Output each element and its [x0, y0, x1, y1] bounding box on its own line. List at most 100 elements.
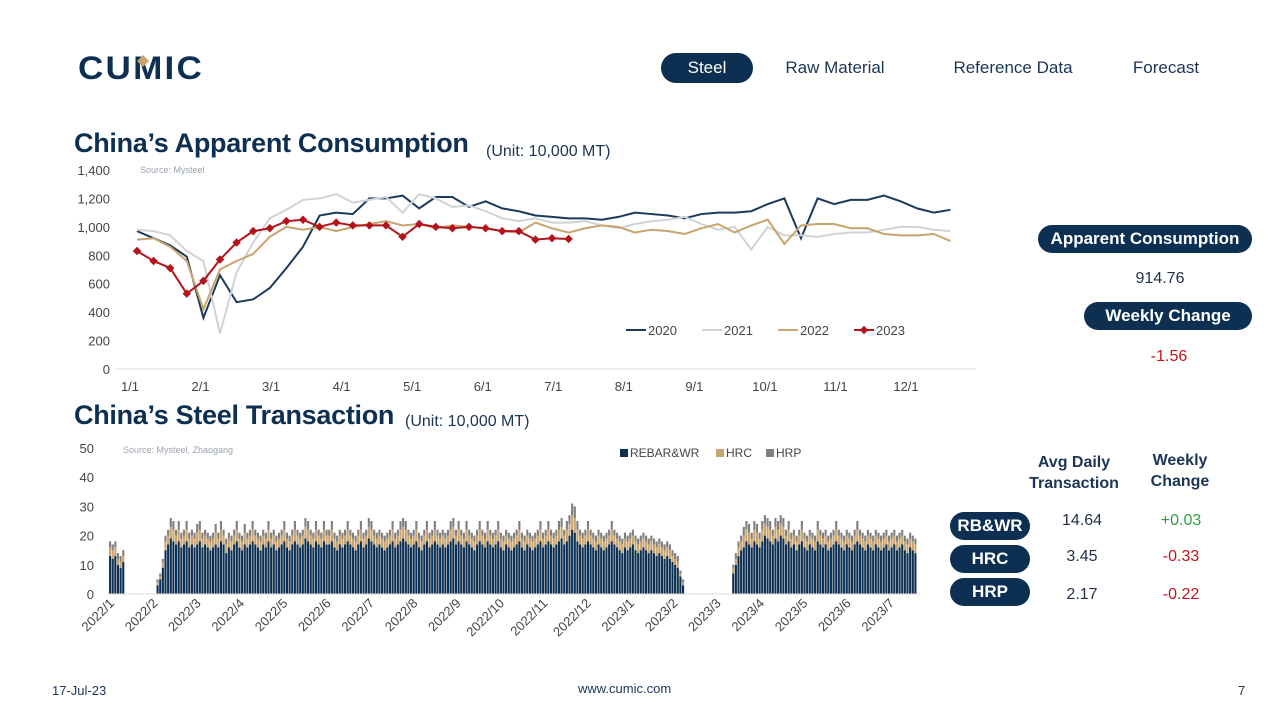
data-point	[315, 222, 324, 232]
x-tick-label: 10/1	[752, 379, 777, 394]
bar-segment	[344, 529, 347, 536]
row-label-hrc: HRC	[950, 545, 1030, 573]
bar-segment	[449, 521, 452, 530]
hrp-avg-value: 2.17	[1066, 586, 1098, 603]
bar-segment	[742, 526, 745, 536]
bar-segment	[177, 529, 180, 542]
bar-segment	[787, 541, 790, 594]
bar-segment	[309, 529, 312, 536]
bar-segment	[109, 547, 112, 557]
bar-segment	[758, 538, 761, 548]
bar-segment	[515, 529, 518, 536]
bar-segment	[444, 538, 447, 548]
bar-segment	[542, 547, 545, 594]
bar-segment	[262, 544, 265, 594]
bar-segment	[196, 544, 199, 594]
bar-segment	[753, 541, 756, 594]
bar-segment	[866, 529, 869, 536]
bar-segment	[893, 535, 896, 545]
bar-segment	[167, 544, 170, 594]
bar-segment	[631, 544, 634, 594]
bar-segment	[737, 547, 740, 557]
footer-url[interactable]: www.cumic.com	[578, 681, 672, 696]
bar-segment	[164, 541, 167, 551]
bar-segment	[637, 538, 640, 545]
bar-segment	[351, 532, 355, 539]
bar-segment	[605, 538, 608, 548]
bar-segment	[159, 573, 162, 577]
bar-segment	[293, 521, 296, 530]
bar-segment	[798, 529, 801, 536]
bar-segment	[483, 538, 487, 548]
bar-segment	[858, 529, 862, 536]
bar-segment	[571, 529, 574, 594]
bar-segment	[198, 541, 201, 594]
bar-segment	[589, 544, 592, 594]
bar-segment	[552, 547, 555, 594]
bar-segment	[499, 547, 502, 594]
bar-segment	[412, 535, 415, 545]
legend-label: 2021	[724, 323, 753, 338]
bar-segment	[615, 532, 619, 539]
bar-segment	[816, 529, 819, 542]
bar-segment	[246, 547, 249, 594]
bar-segment	[763, 515, 766, 524]
x-tick-label: 3/1	[262, 379, 280, 394]
bar-segment	[623, 538, 627, 548]
bar-segment	[425, 529, 428, 542]
bar-segment	[481, 535, 484, 545]
bar-segment	[164, 535, 167, 542]
bar-segment	[439, 538, 442, 548]
bar-segment	[412, 544, 415, 594]
bar-segment	[634, 541, 637, 551]
bar-segment	[407, 544, 410, 594]
tab-forecast[interactable]: Forecast	[1132, 58, 1200, 77]
bar-segment	[452, 518, 455, 527]
bar-segment	[544, 535, 547, 545]
bar-segment	[853, 535, 856, 545]
bar-segment	[869, 547, 872, 594]
bar-segment	[198, 521, 201, 530]
bar-segment	[299, 547, 302, 594]
data-point	[365, 221, 374, 230]
bar-segment	[576, 529, 579, 542]
tab-reference-data[interactable]: Reference Data	[953, 58, 1073, 77]
bar-segment	[301, 535, 304, 545]
bar-segment	[618, 541, 621, 551]
bar-segment	[333, 532, 336, 539]
bar-segment	[206, 538, 209, 548]
bar-segment	[328, 544, 331, 594]
tab-steel[interactable]: Steel	[661, 53, 753, 83]
bar-segment	[877, 538, 880, 548]
bar-segment	[386, 547, 389, 594]
bar-segment	[478, 541, 481, 594]
bar-segment	[555, 544, 558, 594]
bar-segment	[906, 544, 909, 554]
bar-segment	[489, 544, 492, 594]
footer-date: 17-Jul-23	[52, 683, 107, 698]
bar-segment	[267, 529, 270, 542]
bar-segment	[837, 544, 840, 594]
bar-segment	[755, 532, 759, 545]
bar-segment	[803, 547, 806, 594]
bar-segment	[639, 535, 642, 542]
bar-segment	[621, 538, 624, 545]
x-tick-label: 2023/2	[642, 596, 681, 635]
bar-segment	[214, 544, 217, 594]
bar-segment	[277, 532, 281, 539]
bar-segment	[465, 529, 468, 542]
tab-raw-material[interactable]: Raw Material	[785, 58, 885, 77]
bar-segment	[766, 538, 769, 594]
bar-segment	[663, 550, 666, 559]
bar-segment	[811, 532, 814, 539]
bar-segment	[277, 547, 281, 594]
bar-segment	[420, 541, 423, 551]
bar-segment	[338, 535, 341, 545]
bar-segment	[201, 547, 204, 594]
bar-segment	[314, 541, 318, 594]
bar-segment	[180, 538, 183, 548]
x-tick-label: 2023/1	[598, 596, 637, 635]
bar-segment	[629, 538, 632, 548]
bar-segment	[658, 544, 661, 554]
bar-segment	[441, 529, 444, 536]
